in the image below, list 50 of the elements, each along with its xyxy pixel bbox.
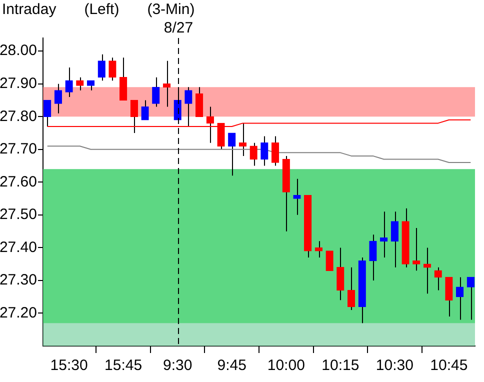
candlestick	[347, 266, 356, 310]
candlestick	[54, 83, 62, 114]
x-tick-label: 15:45	[104, 357, 142, 374]
candlestick	[445, 276, 453, 318]
candlestick	[152, 76, 160, 108]
candlestick	[390, 211, 399, 268]
y-tick-label: 27.80	[0, 108, 37, 125]
x-tick-label: 10:15	[322, 357, 360, 374]
y-tick-label: 27.60	[0, 173, 37, 190]
y-tick-label: 27.30	[0, 272, 37, 289]
candlestick	[456, 276, 464, 320]
candlestick	[466, 276, 474, 320]
y-tick-label: 28.00	[0, 42, 37, 60]
candlestick	[108, 57, 116, 82]
candlestick	[336, 247, 344, 301]
candlestick	[76, 76, 84, 91]
candlestick	[141, 100, 149, 120]
candlestick	[314, 240, 323, 258]
candlestick	[162, 60, 171, 108]
candlestick	[195, 86, 204, 118]
candlestick	[412, 228, 420, 272]
candlestick	[119, 57, 128, 101]
x-tick-label: 9:45	[217, 357, 246, 374]
x-tick-label: 15:30	[50, 357, 88, 374]
candlestick	[98, 54, 106, 82]
y-tick-label: 27.20	[0, 304, 37, 322]
x-tick-label: 10:45	[430, 357, 468, 374]
candlestick	[228, 132, 236, 176]
candlestick	[434, 266, 442, 291]
candlestick	[65, 66, 73, 98]
ref-line-label: 8/27	[164, 20, 194, 37]
y-tick-label: 27.50	[0, 206, 37, 224]
x-tick-label: 10:00	[267, 357, 305, 374]
candlestick	[380, 211, 388, 258]
text: (3-Min)	[147, 1, 195, 18]
candlestick	[326, 250, 334, 271]
y-tick-label: 27.70	[0, 140, 37, 158]
y-tick-label: 27.40	[0, 238, 37, 256]
chart-title: Intraday	[2, 1, 56, 18]
text: (Left)	[84, 1, 120, 18]
candlestick	[184, 86, 192, 127]
candlestick	[271, 136, 280, 166]
candlestick	[369, 234, 377, 281]
candlestick	[250, 142, 258, 166]
candlestick	[86, 80, 95, 91]
y-tick-label: 27.90	[0, 75, 37, 92]
x-tick-label: 10:30	[376, 357, 414, 374]
x-tick-label: 9:30	[162, 357, 192, 374]
candlestick	[293, 178, 301, 216]
candlestick	[260, 136, 268, 166]
